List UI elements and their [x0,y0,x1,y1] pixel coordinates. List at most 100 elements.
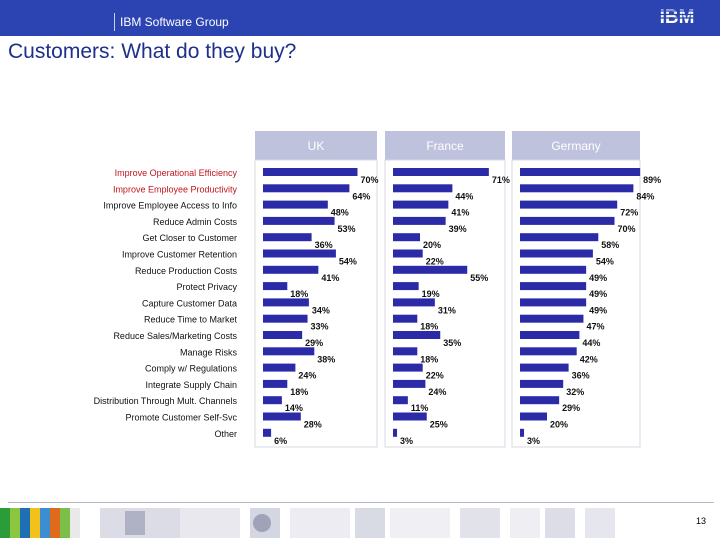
category-label-reduce-sales-marketing-costs: Reduce Sales/Marketing Costs [113,331,237,341]
value-label-germany-0: 89% [643,175,661,185]
value-label-uk-2: 48% [331,208,349,218]
bar-germany-1 [520,184,634,193]
bar-germany-15 [520,412,547,421]
bar-germany-8 [520,298,587,307]
category-label-reduce-admin-costs: Reduce Admin Costs [153,217,238,227]
value-label-germany-14: 29% [562,403,580,413]
bar-france-10 [393,331,441,339]
bar-germany-5 [520,249,593,258]
page-number: 13 [695,516,706,526]
value-label-germany-9: 47% [586,322,604,332]
bar-uk-2 [263,200,328,209]
category-label-comply-w-regulations: Comply w/ Regulations [145,364,238,374]
bar-germany-6 [520,265,587,274]
series-label-uk: UK [308,139,325,153]
bar-germany-16 [520,428,525,437]
value-label-france-14: 11% [411,403,429,413]
bar-germany-9 [520,314,584,323]
value-label-france-12: 22% [426,371,444,381]
bar-uk-0 [263,168,358,176]
value-label-uk-12: 24% [298,371,316,381]
bar-uk-7 [263,282,288,291]
value-label-germany-2: 72% [620,208,638,218]
panel-header-germany [512,131,640,160]
category-label-improve-operational-efficiency: Improve Operational Efficiency [115,168,238,178]
bar-france-16 [393,428,398,437]
value-label-germany-8: 49% [589,305,607,315]
bar-france-1 [393,184,453,193]
bar-uk-11 [263,347,315,356]
bar-france-5 [393,249,423,258]
value-label-germany-6: 49% [589,273,607,283]
value-label-germany-4: 58% [601,240,619,250]
bar-uk-5 [263,249,336,258]
header-group-name: IBM Software Group [120,15,229,29]
value-label-france-5: 22% [426,257,444,267]
value-label-uk-13: 18% [290,387,308,397]
value-label-france-11: 18% [420,354,438,364]
value-label-france-16: 3% [400,436,413,446]
category-label-reduce-time-to-market: Reduce Time to Market [144,315,238,325]
value-label-uk-14: 14% [285,403,303,413]
panel-header-uk [255,131,377,160]
bar-france-7 [393,282,419,291]
value-label-uk-1: 64% [352,191,370,201]
bar-france-6 [393,265,468,274]
value-label-germany-16: 3% [527,436,540,446]
value-label-uk-5: 54% [339,257,357,267]
value-label-germany-1: 84% [636,191,654,201]
value-label-uk-9: 33% [311,322,329,332]
bar-uk-16 [263,428,272,437]
value-label-france-13: 24% [428,387,446,397]
bar-france-14 [393,396,408,405]
header-divider [114,13,115,31]
bar-uk-6 [263,265,319,274]
category-label-other: Other [214,429,237,439]
value-label-germany-10: 44% [582,338,600,348]
bar-germany-0 [520,168,641,176]
bar-france-3 [393,216,446,225]
category-label-distribution-through-mult-channels: Distribution Through Mult. Channels [94,396,238,406]
bar-france-8 [393,298,435,307]
value-label-uk-7: 18% [290,289,308,299]
value-label-france-6: 55% [470,273,488,283]
bar-france-9 [393,314,418,323]
bar-uk-14 [263,396,282,405]
bar-germany-14 [520,396,560,405]
value-label-germany-15: 20% [550,420,568,430]
bar-france-13 [393,379,426,388]
footer-rule [8,502,714,503]
category-label-get-closer-to-customer: Get Closer to Customer [142,233,237,243]
value-label-germany-12: 36% [572,371,590,381]
bar-uk-3 [263,216,335,225]
bar-germany-13 [520,379,564,388]
page-title: Customers: What do they buy? [8,40,297,63]
value-label-uk-4: 36% [315,240,333,250]
bar-france-12 [393,363,423,372]
category-label-reduce-production-costs: Reduce Production Costs [135,266,238,276]
value-label-uk-3: 53% [338,224,356,234]
value-label-france-9: 18% [420,322,438,332]
value-label-france-10: 35% [443,338,461,348]
ibm-logo: IBM [656,7,698,27]
category-label-integrate-supply-chain: Integrate Supply Chain [145,380,237,390]
bar-uk-9 [263,314,308,323]
bar-uk-13 [263,379,288,388]
bar-uk-10 [263,331,303,339]
value-label-germany-3: 70% [618,224,636,234]
header-bar [0,0,720,36]
value-label-uk-8: 34% [312,305,330,315]
value-label-uk-0: 70% [361,175,379,185]
bar-uk-15 [263,412,301,421]
value-label-france-4: 20% [423,240,441,250]
series-label-france: France [426,139,464,153]
bar-france-15 [393,412,427,421]
bar-germany-3 [520,216,615,225]
value-label-germany-13: 32% [566,387,584,397]
category-label-improve-employee-access-to-info: Improve Employee Access to Info [103,201,237,211]
category-label-manage-risks: Manage Risks [180,347,238,357]
value-label-france-1: 44% [455,191,473,201]
value-label-france-7: 19% [422,289,440,299]
value-label-germany-7: 49% [589,289,607,299]
